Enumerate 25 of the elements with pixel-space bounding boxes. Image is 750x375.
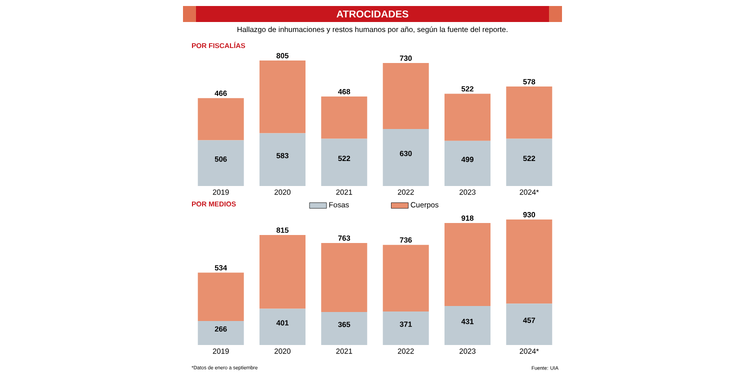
bar — [321, 96, 368, 139]
bar — [506, 86, 552, 139]
bar — [260, 60, 306, 134]
bar — [444, 140, 491, 186]
bar — [444, 222, 491, 306]
bar — [198, 272, 244, 321]
bar — [506, 220, 552, 304]
bar — [198, 140, 244, 186]
bar — [321, 138, 368, 186]
bar — [260, 234, 306, 309]
bar — [260, 133, 306, 186]
bar — [506, 138, 552, 186]
bar — [382, 129, 429, 186]
bar — [321, 242, 368, 312]
bar — [444, 94, 491, 141]
bar — [321, 312, 368, 345]
bar — [382, 63, 429, 130]
bar — [198, 98, 244, 140]
text: ATROCIDADES — [336, 10, 408, 18]
bar — [444, 306, 491, 345]
bar — [198, 320, 244, 345]
bar — [382, 244, 429, 312]
bar — [382, 311, 429, 345]
bar — [260, 308, 306, 345]
bar — [506, 304, 552, 345]
